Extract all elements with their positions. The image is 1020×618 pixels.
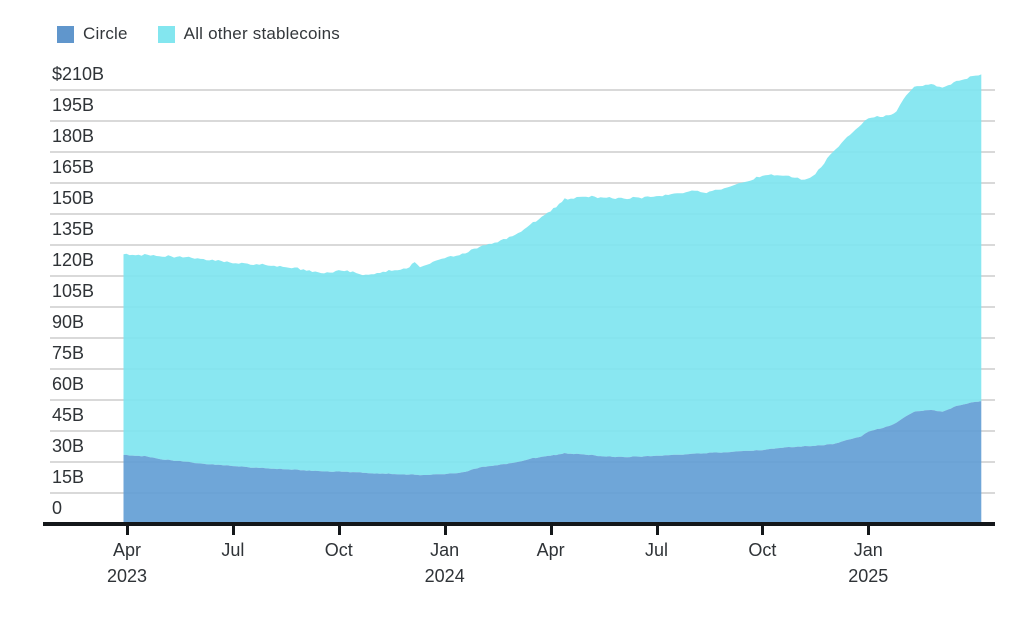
gridline — [50, 119, 995, 122]
x-axis-label: Jan — [430, 540, 460, 560]
gridline — [50, 150, 995, 153]
y-axis-label: 15B — [52, 466, 85, 487]
x-axis-label: Apr — [112, 540, 141, 560]
y-axis-label: 150B — [52, 187, 95, 208]
legend-label: All other stablecoins — [183, 24, 340, 43]
y-axis-label: 30B — [52, 435, 85, 456]
legend-swatch-icon — [157, 25, 175, 43]
y-axis-label: 120B — [52, 249, 95, 270]
x-axis-label: Jan — [853, 540, 883, 560]
y-axis-label: 180B — [52, 125, 95, 146]
y-axis-label: $210B — [52, 63, 105, 84]
y-axis-label: 45B — [52, 404, 85, 425]
x-axis-label: Jul — [221, 540, 245, 560]
y-axis-label: 105B — [52, 280, 95, 301]
legend-label: Circle — [83, 24, 128, 43]
year-label: 2024 — [424, 566, 465, 586]
year-label: 2023 — [106, 566, 148, 586]
gridline — [50, 181, 995, 184]
legend-item-circle: Circle — [57, 24, 128, 44]
legend-item-all-other-stablecoins: All other stablecoins — [157, 24, 340, 44]
x-axis-tick — [443, 526, 447, 535]
x-axis-label: Oct — [324, 540, 353, 560]
x-axis-tick — [867, 526, 871, 535]
y-axis-label: 75B — [52, 342, 85, 363]
y-axis-label: 165B — [52, 156, 95, 177]
x-axis-tick — [761, 526, 765, 535]
chart-legend: Circle All other stablecoins — [57, 24, 340, 44]
y-axis-label: 135B — [52, 218, 95, 239]
year-label: 2025 — [848, 566, 889, 586]
y-axis-label: 90B — [52, 311, 85, 332]
gridline — [50, 212, 995, 215]
y-axis-label: 0 — [52, 498, 63, 518]
x-axis-line — [43, 522, 995, 526]
x-axis-tick — [337, 526, 341, 535]
gridline — [50, 88, 995, 91]
y-axis-label: 60B — [52, 373, 85, 394]
x-axis-label: Apr — [536, 540, 565, 560]
other-stablecoins-area — [123, 74, 982, 476]
legend-swatch-icon — [57, 25, 74, 43]
x-axis-tick — [231, 526, 235, 535]
x-axis-tick — [126, 526, 129, 535]
x-axis-label: Oct — [748, 540, 777, 560]
x-axis-label: Jul — [644, 540, 668, 560]
circle-area — [123, 401, 982, 524]
x-axis-tick — [655, 526, 659, 535]
x-axis-tick — [549, 526, 553, 535]
y-axis-label: 195B — [52, 94, 95, 115]
